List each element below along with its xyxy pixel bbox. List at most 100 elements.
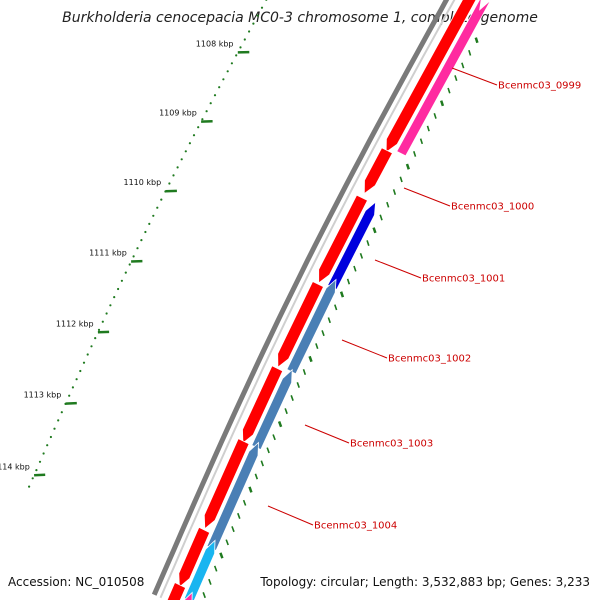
forward-gene-6 [203, 438, 250, 530]
scale-dot [243, 38, 246, 41]
inner-tick [208, 578, 212, 585]
gene-label-leader [374, 259, 422, 279]
inner-tick [266, 447, 270, 454]
scale-dot [38, 460, 42, 463]
scale-dot [248, 30, 251, 33]
inner-tick [413, 151, 417, 157]
inner-tick [231, 526, 235, 533]
scale-dot [156, 206, 159, 209]
scale-dot [260, 6, 264, 9]
scale-dot [35, 469, 38, 472]
scale-dot [113, 296, 116, 299]
inner-tick [272, 434, 276, 441]
accession-text: Accession: NC_010508 [8, 575, 145, 589]
gene-label: Bcenmc03_1001 [422, 274, 505, 285]
gene-label-leader [304, 424, 350, 444]
scale-dot [235, 54, 238, 57]
scale-dot [101, 320, 104, 323]
scale-dot [31, 477, 34, 480]
scale-dot [124, 271, 127, 274]
scale-dot [265, 0, 268, 1]
scale-dot [97, 328, 101, 331]
gene-label: Bcenmc03_1000 [451, 202, 534, 213]
inner-tick [399, 176, 403, 183]
backbone-shadow [159, 0, 456, 599]
gene-label: Bcenmc03_1003 [350, 439, 433, 450]
scale-dot [252, 22, 255, 25]
scale-dot [49, 435, 53, 439]
gene-label-leader [267, 505, 314, 526]
inner-tick [426, 125, 430, 132]
inner-tick [225, 539, 229, 546]
scale-dot [168, 182, 171, 185]
forward-gene-4 [277, 280, 325, 369]
inner-tick [296, 382, 300, 388]
inner-tick [284, 408, 288, 415]
inner-tick [433, 113, 437, 119]
scale-dot [239, 46, 242, 49]
dotted-scale-track [28, 0, 268, 488]
inner-tick [290, 395, 294, 401]
gene-label-leader [341, 339, 388, 359]
inner-tick [419, 138, 424, 145]
reverse-gene-3 [286, 278, 337, 375]
reverse-gene-7 [183, 591, 193, 600]
reverse-strand-genes [183, 0, 492, 600]
scale-tick-label: 1108 kbp [196, 39, 234, 48]
scale-dot [68, 394, 71, 397]
inner-tick [379, 214, 383, 221]
inner-tick [339, 291, 345, 298]
gene-label-leader [403, 187, 451, 207]
gene-label-leader [451, 67, 498, 86]
inner-tick [219, 552, 224, 559]
inner-tick [392, 189, 397, 195]
scale-tick-label: 1113 kbp [24, 391, 62, 400]
inner-green-ticks [202, 37, 479, 599]
reverse-gene-5 [206, 441, 259, 552]
gene-label: Bcenmc03_0999 [498, 81, 581, 92]
inner-tick [440, 100, 445, 107]
inner-tick [242, 499, 247, 506]
forward-gene-5 [242, 365, 284, 444]
scale-dot [226, 70, 229, 73]
inner-tick [315, 343, 319, 350]
scale-dot [256, 14, 259, 17]
forward-gene-8 [166, 581, 187, 600]
reverse-gene-6 [183, 539, 216, 600]
scale-dot [42, 452, 45, 455]
scale-dot [205, 110, 208, 113]
scale-tick [65, 401, 77, 405]
inner-tick [474, 37, 479, 44]
scale-dot [117, 287, 120, 291]
inner-tick [202, 592, 206, 599]
scale-tick-label: 1114 kbp [0, 462, 30, 471]
inner-tick [213, 565, 218, 572]
inner-tick [277, 420, 283, 428]
backbone-line [151, 0, 450, 596]
scale-dot [160, 198, 163, 201]
forward-gene-3 [318, 194, 369, 284]
forward-strand-genes [166, 0, 477, 600]
reverse-gene-2 [327, 201, 377, 291]
scale-dot [176, 166, 179, 169]
scale-dot [148, 222, 151, 225]
inner-tick [405, 163, 410, 170]
scale-dot [53, 427, 56, 430]
scale-tick-label: 1109 kbp [159, 109, 197, 118]
scale-dot [218, 86, 221, 89]
inner-tick [447, 87, 451, 94]
inner-tick [366, 240, 370, 246]
scale-dot [230, 62, 233, 65]
inner-tick [237, 512, 241, 519]
scale-dot [213, 94, 217, 97]
scale-dot [140, 239, 143, 242]
forward-gene-2 [363, 147, 394, 195]
gene-label: Bcenmc03_1004 [314, 521, 397, 532]
inner-tick [308, 355, 313, 363]
inner-tick [372, 227, 377, 234]
scale-dot [201, 118, 204, 121]
scale-dot [28, 485, 31, 488]
scale-tick-label: 1111 kbp [89, 249, 127, 258]
